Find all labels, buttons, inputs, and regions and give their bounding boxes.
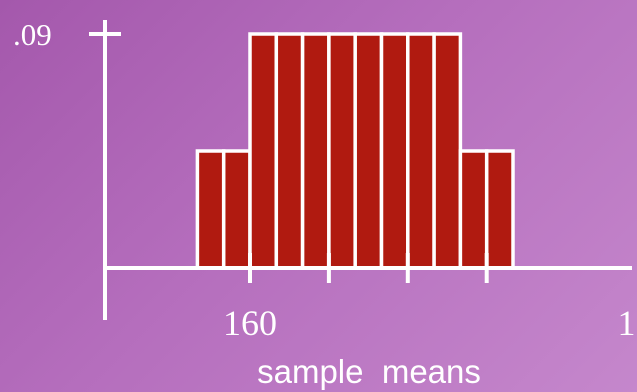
axes-layer bbox=[103, 20, 632, 320]
histogram-bar-12 bbox=[484, 149, 515, 270]
histogram-bar-2 bbox=[221, 149, 252, 270]
y-tick-label: .09 bbox=[13, 17, 52, 52]
x-axis-title: sample means bbox=[257, 353, 481, 390]
histogram-bar-7 bbox=[353, 32, 384, 270]
ticks-layer: .09 160 175 bbox=[13, 17, 637, 343]
labels-layer: sample means bbox=[257, 353, 481, 390]
histogram-bar-9 bbox=[406, 32, 436, 270]
histogram-bar-3 bbox=[248, 32, 279, 270]
histogram-bar-6 bbox=[327, 32, 357, 270]
x-tick-label: 175 bbox=[618, 303, 637, 343]
histogram-bar-8 bbox=[379, 32, 410, 270]
histogram-bar-4 bbox=[274, 32, 305, 270]
bars-layer bbox=[195, 32, 515, 270]
histogram-bar-10 bbox=[432, 32, 463, 270]
x-tick-label: 160 bbox=[223, 303, 277, 343]
histogram-bar-11 bbox=[458, 149, 489, 270]
histogram-bar-1 bbox=[195, 149, 226, 270]
histogram-bar-5 bbox=[300, 32, 331, 270]
